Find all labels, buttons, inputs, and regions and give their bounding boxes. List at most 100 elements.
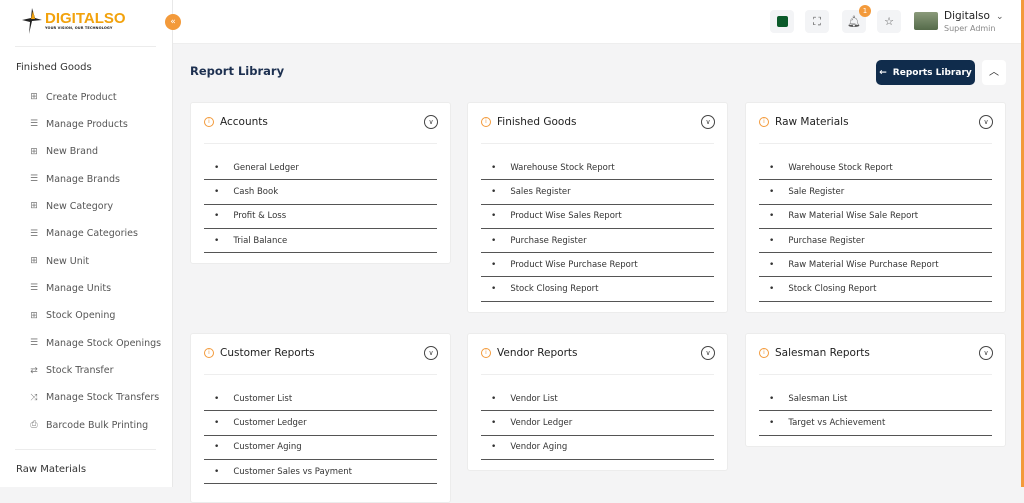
report-card-accounts: i Accounts ∨ General LedgerCash BookProfit … — [190, 102, 451, 265]
chevron-down-icon[interactable]: ∨ — [701, 346, 715, 360]
sidebar-item-label: Manage Stock Transfers — [46, 392, 160, 404]
sidebar-item-label: Stock Opening — [46, 310, 116, 322]
fullscreen-icon: ⛶ — [813, 14, 821, 28]
reports-library-button[interactable]: ← Reports Library — [876, 60, 975, 85]
report-link[interactable]: Customer Ledger — [204, 411, 437, 436]
report-link[interactable]: Vendor List — [481, 387, 714, 412]
logo[interactable]: DIGITALSO YOUR VISION, OUR TECHNOLOGY — [22, 8, 126, 34]
scrollbar[interactable] — [1021, 0, 1024, 487]
report-link[interactable]: Customer Sales vs Payment — [204, 460, 437, 485]
sidebar-item-label: Manage Units — [46, 282, 112, 294]
report-link[interactable]: Raw Material Wise Purchase Report — [759, 253, 992, 278]
user-name[interactable]: Digitalso — [944, 10, 990, 22]
report-link[interactable]: Vendor Ledger — [481, 411, 714, 436]
chevron-down-icon[interactable]: ∨ — [701, 115, 715, 129]
report-link[interactable]: General Ledger — [204, 156, 437, 181]
card-title: Salesman Reports — [775, 347, 870, 359]
chevron-down-icon[interactable]: ∨ — [424, 115, 438, 129]
logo-icon — [22, 8, 42, 34]
list-icon: ☰ — [29, 283, 39, 294]
report-link[interactable]: Warehouse Stock Report — [759, 156, 992, 181]
list-icon: ☰ — [29, 174, 39, 185]
report-link[interactable]: Purchase Register — [759, 229, 992, 254]
fullscreen-button[interactable]: ⛶ — [805, 10, 829, 33]
star-icon: ☆ — [884, 15, 894, 28]
report-link[interactable]: Salesman List — [759, 387, 992, 412]
report-link[interactable]: Profit & Loss — [204, 205, 437, 229]
plus-square-icon: ⊞ — [30, 92, 38, 102]
report-list: Warehouse Stock ReportSale RegisterRaw M… — [759, 156, 992, 302]
sidebar-item-barcode-bulk-printing[interactable]: ⎙ Barcode Bulk Printing — [29, 418, 148, 432]
report-list: Customer ListCustomer LedgerCustomer Agi… — [204, 387, 437, 485]
collapse-sidebar-button[interactable]: « — [165, 14, 181, 30]
sidebar-item-stock-transfer[interactable]: ⇄ Stock Transfer — [29, 364, 113, 378]
sidebar-item-label: New Category — [46, 200, 114, 212]
report-link[interactable]: Raw Material Wise Sale Report — [759, 205, 992, 229]
sidebar-item-create-product[interactable]: ⊞ Create Product — [29, 90, 116, 104]
list-icon: ☰ — [29, 228, 39, 239]
report-card-vendor-reports: i Vendor Reports ∨ Vendor ListVendor Ledger… — [467, 333, 728, 471]
chevron-down-icon[interactable]: ∨ — [424, 346, 438, 360]
collapse-up-button[interactable]: ︿ — [982, 60, 1006, 85]
chevron-down-icon[interactable]: ∨ — [979, 346, 993, 360]
card-title: Raw Materials — [775, 116, 849, 128]
notification-badge: 1 — [859, 5, 871, 17]
card-title: Customer Reports — [220, 347, 315, 359]
chevron-up-icon: ︿ — [989, 67, 999, 78]
arrow-left-icon: ← — [879, 67, 887, 78]
report-link[interactable]: Customer List — [204, 387, 437, 412]
bell-icon: 🔔︎ — [847, 15, 861, 28]
report-link[interactable]: Stock Closing Report — [481, 277, 714, 302]
report-card-finished-goods: i Finished Goods ∨ Warehouse Stock ReportSa… — [467, 102, 728, 313]
report-link[interactable]: Customer Aging — [204, 436, 437, 460]
info-icon: i — [759, 117, 769, 127]
repeat-icon: ⇄ — [30, 365, 38, 376]
chevron-down-icon[interactable]: ∨ — [979, 115, 993, 129]
info-icon: i — [481, 117, 491, 127]
report-link[interactable]: Trial Balance — [204, 229, 437, 254]
report-link[interactable]: Stock Closing Report — [759, 277, 992, 302]
sidebar-item-new-category[interactable]: ⊞ New Category — [29, 199, 113, 213]
section-raw-materials[interactable]: Raw Materials — [16, 464, 87, 475]
sidebar-item-label: Barcode Bulk Printing — [46, 419, 149, 431]
notifications-button[interactable]: 🔔︎ 1 — [842, 5, 871, 33]
sidebar-item-manage-stock-openings[interactable]: ☰ Manage Stock Openings — [29, 336, 161, 350]
chevron-down-icon[interactable]: ⌄ — [996, 12, 1004, 22]
favorites-button[interactable]: ☆ — [877, 10, 901, 33]
report-list: Vendor ListVendor LedgerVendor Aging — [481, 387, 714, 460]
report-link[interactable]: Sale Register — [759, 180, 992, 205]
sidebar-item-manage-products[interactable]: ☰ Manage Products — [29, 117, 128, 131]
printer-icon: ⎙ — [30, 420, 38, 431]
sidebar-item-label: Manage Brands — [46, 173, 121, 185]
sidebar-item-manage-brands[interactable]: ☰ Manage Brands — [29, 172, 120, 186]
avatar[interactable] — [914, 12, 938, 30]
sidebar-item-new-brand[interactable]: ⊞ New Brand — [29, 145, 98, 159]
sidebar-item-label: Manage Stock Openings — [46, 337, 162, 349]
report-link[interactable]: Warehouse Stock Report — [481, 156, 714, 181]
sidebar-item-manage-stock-transfers[interactable]: ⤨ Manage Stock Transfers — [29, 391, 159, 405]
info-icon: i — [204, 348, 214, 358]
sidebar-item-manage-units[interactable]: ☰ Manage Units — [29, 281, 111, 295]
divider — [204, 143, 437, 144]
brand-name: DIGITALSO — [45, 10, 126, 27]
sidebar-item-manage-categories[interactable]: ☰ Manage Categories — [29, 227, 138, 241]
info-icon: i — [204, 117, 214, 127]
sidebar-item-new-unit[interactable]: ⊞ New Unit — [29, 254, 89, 268]
report-card-raw-materials: i Raw Materials ∨ Warehouse Stock ReportSal… — [745, 102, 1006, 313]
card-title: Accounts — [220, 116, 268, 128]
divider — [759, 143, 992, 144]
card-title: Finished Goods — [497, 116, 577, 128]
divider — [15, 46, 156, 47]
report-link[interactable]: Product Wise Sales Report — [481, 205, 714, 229]
report-link[interactable]: Cash Book — [204, 180, 437, 205]
language-flag-button[interactable] — [770, 10, 794, 33]
sidebar-item-stock-opening[interactable]: ⊞ Stock Opening — [29, 309, 115, 323]
report-link[interactable]: Product Wise Purchase Report — [481, 253, 714, 278]
plus-square-icon: ⊞ — [30, 146, 38, 157]
report-link[interactable]: Target vs Achievement — [759, 411, 992, 436]
report-link[interactable]: Vendor Aging — [481, 436, 714, 460]
pakistan-flag-icon — [776, 16, 788, 27]
report-link[interactable]: Sales Register — [481, 180, 714, 205]
report-link[interactable]: Purchase Register — [481, 229, 714, 254]
report-list: General LedgerCash BookProfit & LossTria… — [204, 156, 437, 254]
